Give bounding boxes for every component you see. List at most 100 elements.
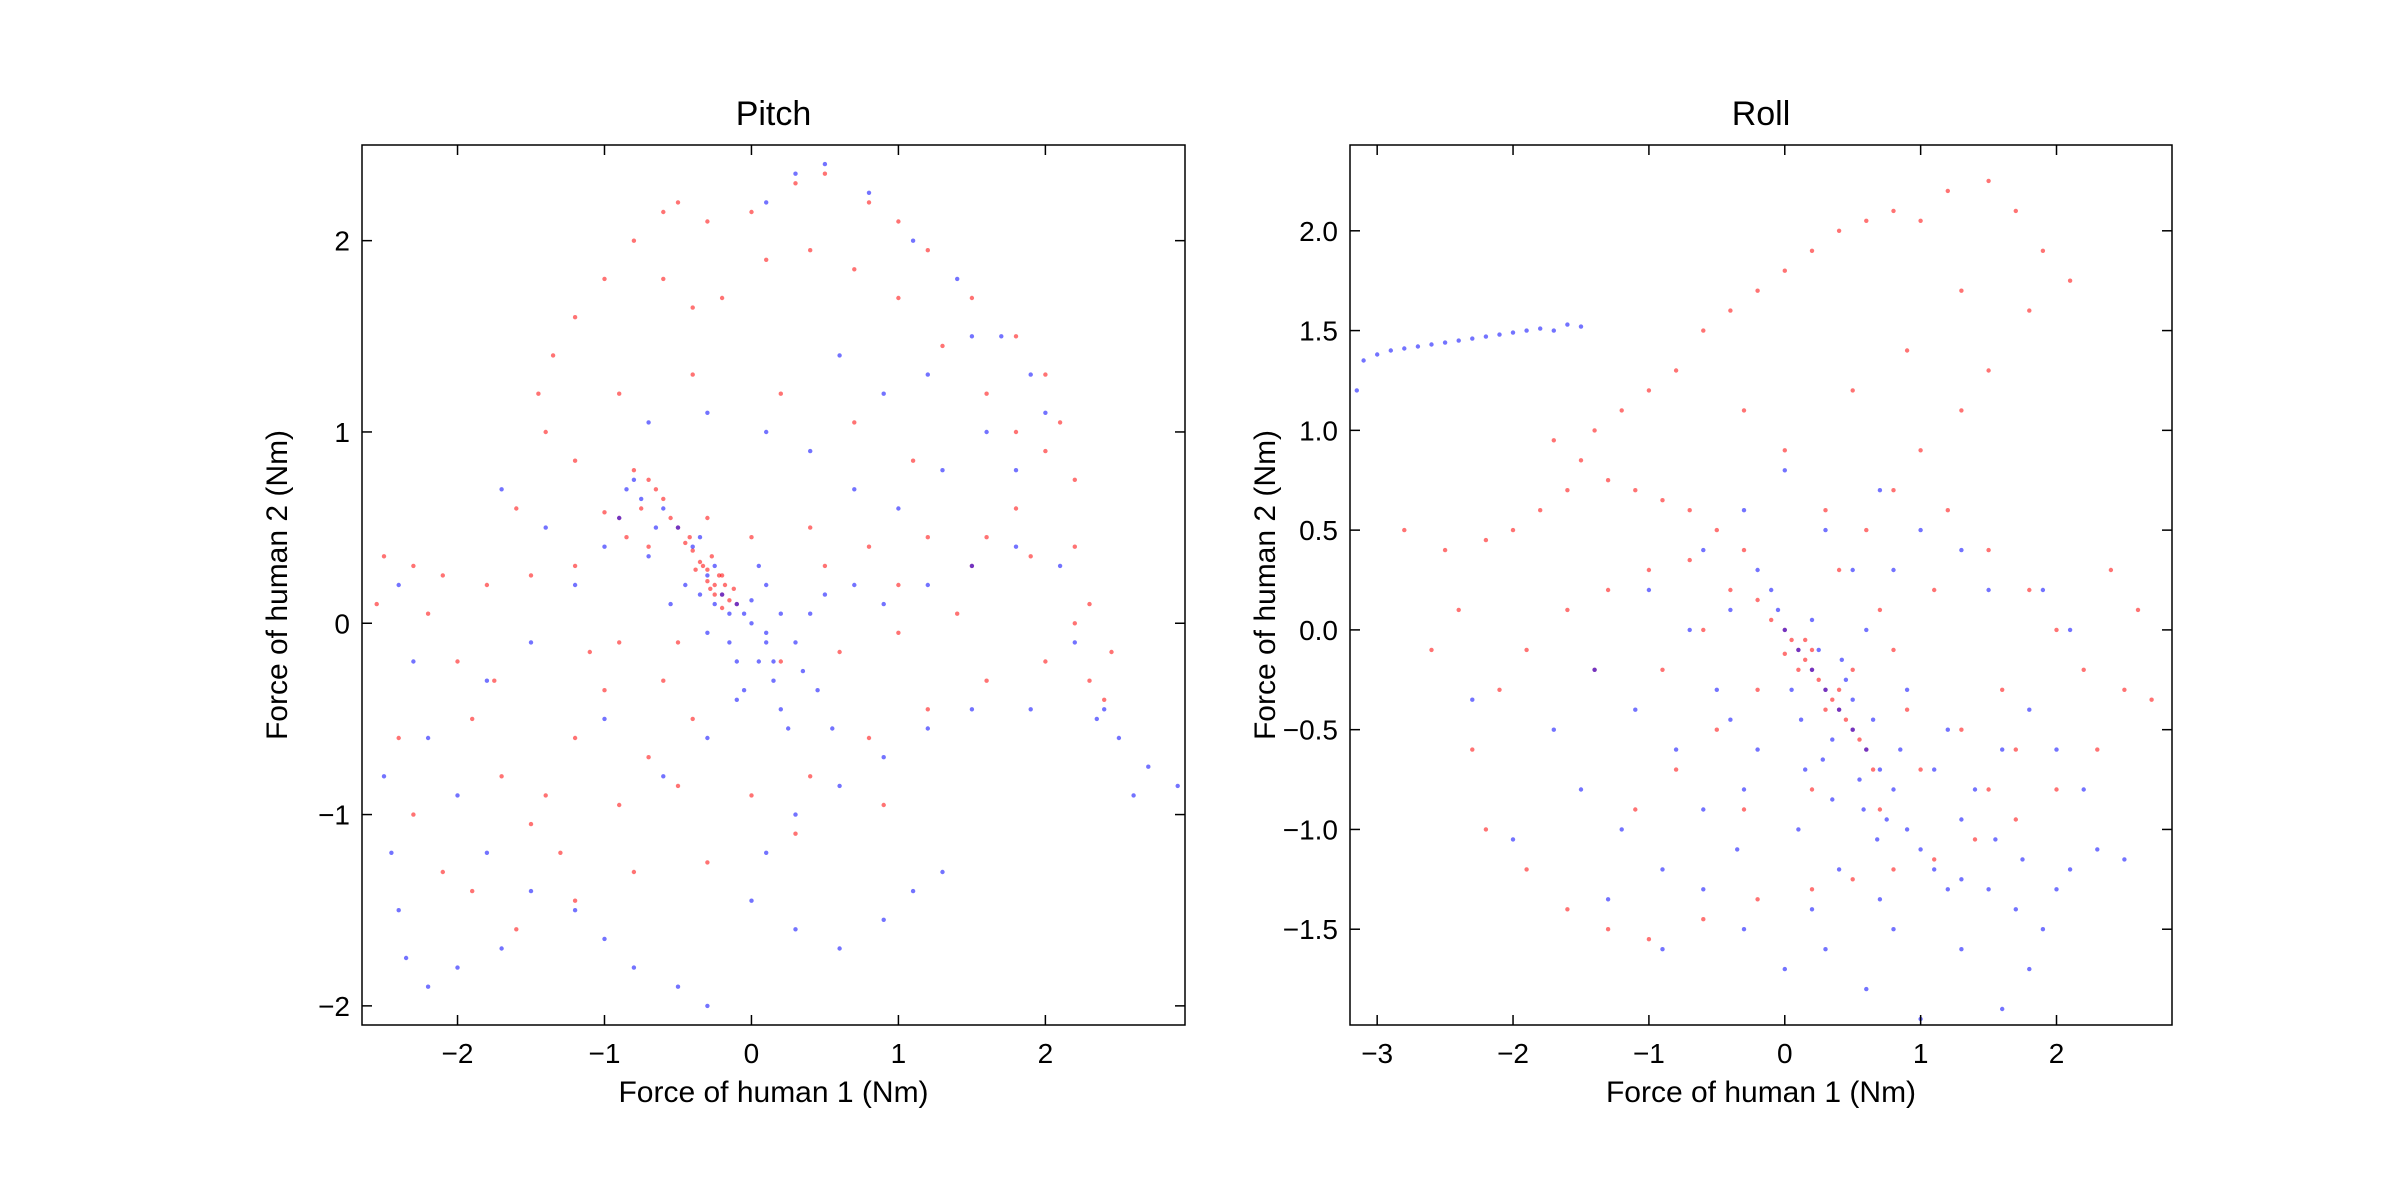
panel-2: −3 −2 −1 0 1 2 −1.5 −1.0 −0.5 0.0 0.5 1.0 1.5 2.0 Roll…: [1249, 95, 2173, 1109]
point-series-2-47: [822, 161, 828, 167]
point-series-1-7: [1789, 637, 1794, 643]
scatter-points: [374, 161, 1180, 1009]
point-series-2-87: [910, 888, 916, 894]
point-series-2-83: [749, 898, 754, 903]
point-series-2-0: [1361, 358, 1366, 363]
point-series-1-112: [1456, 607, 1461, 613]
point-series-1-30: [499, 774, 504, 779]
point-series-1-67: [2054, 787, 2059, 792]
point-series-1-25: [1687, 508, 1692, 513]
y-tick-label: −1: [318, 800, 350, 831]
point-series-2-111: [1701, 547, 1706, 553]
point-series-2-59: [1592, 667, 1597, 672]
point-series-2-66: [969, 334, 975, 339]
point-series-1-53: [1986, 368, 1991, 373]
point-series-2-82: [764, 850, 769, 855]
point-series-1-120: [955, 611, 960, 616]
point-series-2-112: [1741, 508, 1747, 513]
point-series-1-66: [2095, 747, 2100, 752]
point-series-1-106: [470, 888, 475, 894]
point-series-1-32: [558, 850, 563, 855]
point-series-1-98: [617, 391, 622, 396]
point-series-1-118: [837, 649, 842, 655]
x-tick-label: −2: [1497, 1038, 1529, 1069]
point-series-1-129: [731, 586, 736, 591]
point-series-1-56: [1891, 488, 1896, 493]
point-series-1-93: [1741, 807, 1747, 812]
point-series-1-12: [1857, 737, 1862, 742]
point-series-2-79: [881, 755, 886, 760]
point-series-1-50: [2040, 248, 2046, 253]
point-series-2-70: [1972, 787, 1978, 792]
point-series-1-113: [374, 601, 379, 607]
point-series-1-71: [631, 238, 637, 243]
point-series-2-112: [734, 659, 739, 664]
point-series-2-3: [749, 621, 754, 626]
point-series-2-109: [1510, 837, 1516, 842]
point-series-1-24: [440, 573, 445, 578]
point-series-2-4: [1470, 336, 1475, 341]
point-series-1-13: [631, 468, 637, 473]
point-series-2-94: [1839, 657, 1845, 662]
point-series-2-9: [771, 678, 776, 683]
point-series-2-91: [572, 582, 578, 588]
point-series-1-41: [675, 783, 681, 789]
point-series-2-29: [1816, 647, 1821, 653]
point-series-1-85: [1605, 587, 1611, 593]
point-series-1-91: [852, 267, 857, 272]
point-series-1-50: [1072, 621, 1078, 626]
point-series-2-97: [1735, 847, 1740, 852]
point-series-1-12: [646, 477, 651, 482]
point-series-2-0: [719, 592, 725, 597]
point-series-2-13: [1456, 338, 1461, 343]
point-series-1-44: [1864, 218, 1869, 223]
point-series-2-26: [969, 563, 975, 569]
point-series-1-108: [1850, 388, 1855, 393]
x-axis-label: Force of human 1 (Nm): [618, 1076, 928, 1109]
point-series-2-98: [1701, 807, 1706, 812]
point-series-2-108: [749, 598, 754, 603]
point-series-1-73: [1809, 887, 1815, 892]
point-series-2-61: [1673, 747, 1679, 752]
x-tick-label: −2: [442, 1038, 474, 1069]
point-series-2-34: [572, 908, 578, 913]
point-series-1-113: [2108, 567, 2114, 573]
point-series-2-65: [925, 372, 930, 377]
point-series-2-30: [425, 735, 431, 741]
point-series-1-22: [528, 573, 534, 578]
point-series-1-47: [1043, 659, 1048, 664]
point-series-1-105: [440, 869, 445, 875]
point-series-1-37: [1673, 368, 1679, 373]
point-series-2-9: [1354, 388, 1360, 393]
point-series-1-62: [2054, 627, 2059, 633]
point-series-2-102: [2020, 857, 2025, 862]
point-series-2-53: [1741, 927, 1747, 932]
point-series-2-65: [1646, 587, 1652, 593]
point-series-1-75: [1701, 917, 1706, 922]
point-series-2-1: [1388, 348, 1394, 353]
point-series-1-18: [1769, 617, 1774, 623]
point-series-2-76: [1904, 687, 1910, 692]
point-series-2-80: [1877, 488, 1883, 493]
point-series-2-64: [1728, 607, 1733, 613]
point-series-1-86: [1646, 567, 1652, 573]
point-series-2-76: [1028, 707, 1033, 712]
point-series-2-18: [1796, 647, 1801, 653]
point-series-2-64: [881, 391, 886, 396]
point-series-2-41: [1986, 887, 1991, 892]
point-series-1-55: [1918, 448, 1923, 453]
point-series-2-71: [2000, 747, 2005, 752]
point-series-2-72: [1146, 764, 1151, 769]
point-series-2-77: [969, 707, 975, 712]
point-series-1-89: [764, 257, 769, 262]
point-series-1-52: [1087, 601, 1092, 607]
point-series-1-112: [881, 802, 886, 808]
point-series-1-90: [1714, 727, 1720, 732]
point-series-1-120: [1803, 637, 1808, 643]
y-tick-label: 1.5: [1299, 316, 1338, 347]
point-series-2-17: [602, 544, 607, 549]
point-series-2-24: [881, 601, 886, 607]
point-series-2-57: [896, 506, 901, 511]
point-series-2-85: [1755, 747, 1760, 752]
point-series-2-11: [1402, 346, 1407, 351]
